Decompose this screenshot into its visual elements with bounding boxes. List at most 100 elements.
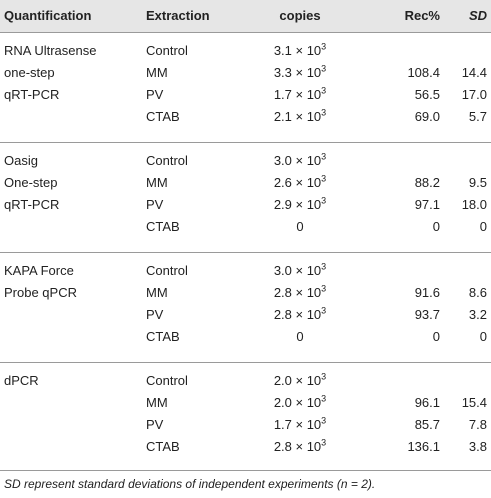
quantification-label: Oasig <box>4 153 38 168</box>
copies-exponent: 3 <box>321 437 327 448</box>
table-row: CTAB 2.8 × 103 136.1 3.8 <box>0 437 491 459</box>
table-row: Probe qPCR MM 2.8 × 103 91.6 8.6 <box>0 283 491 305</box>
rec-cell: 85.7 <box>414 417 440 432</box>
row-group: RNA Ultrasense Control 3.1 × 103 one-step MM… <box>0 33 491 143</box>
table-row: RNA Ultrasense Control 3.1 × 103 <box>0 41 491 63</box>
copies-cell: 1.7 × 103 <box>250 85 350 102</box>
copies-exponent: 3 <box>321 85 327 96</box>
copies-cell: 3.0 × 103 <box>250 151 350 168</box>
quantification-label: RNA Ultrasense <box>4 43 97 58</box>
extraction-cell: CTAB <box>146 439 180 454</box>
copies-cell: 2.0 × 103 <box>250 393 350 410</box>
quantification-label: One-step <box>4 175 58 190</box>
rec-cell: 0 <box>432 329 440 344</box>
header-sd: SD <box>468 8 487 23</box>
table-row: CTAB 2.1 × 103 69.0 5.7 <box>0 107 491 129</box>
copies-mantissa: 2.8 × 10 <box>273 307 322 322</box>
copies-cell: 2.6 × 103 <box>250 174 350 190</box>
copies-exponent: 3 <box>321 41 327 52</box>
table-bottom-rule <box>0 470 491 471</box>
copies-cell: 3.0 × 103 <box>250 261 350 278</box>
rec-cell: 97.1 <box>414 197 440 212</box>
rec-cell: 108.4 <box>407 65 440 80</box>
table-row: CTAB 0 0 0 <box>0 327 491 349</box>
copies-cell: 3.1 × 103 <box>250 41 350 58</box>
table-footnote: SD represent standard deviations of inde… <box>4 477 376 491</box>
rec-cell: 96.1 <box>414 395 440 410</box>
copies-mantissa: 3.0 × 10 <box>273 263 322 278</box>
extraction-cell: MM <box>146 175 168 190</box>
header-quantification: Quantification <box>4 8 92 23</box>
extraction-cell: Control <box>146 153 188 168</box>
table-row: dPCR Control 2.0 × 103 <box>0 371 491 393</box>
copies-exponent: 3 <box>321 283 327 294</box>
row-group: dPCR Control 2.0 × 103 MM 2.0 × 103 96.1 15.4 P… <box>0 363 491 473</box>
rec-cell: 69.0 <box>414 109 440 124</box>
header-extraction: Extraction <box>146 8 210 23</box>
table-row: KAPA Force Control 3.0 × 103 <box>0 261 491 283</box>
extraction-cell: Control <box>146 373 188 388</box>
copies-mantissa: 0 <box>296 329 304 344</box>
copies-cell: 1.7 × 103 <box>250 415 350 432</box>
quantification-label: Probe qPCR <box>4 285 77 300</box>
sd-cell: 3.2 <box>468 307 487 322</box>
sd-cell: 7.8 <box>468 417 487 432</box>
copies-mantissa: 2.0 × 10 <box>273 373 322 388</box>
copies-cell: 3.3 × 103 <box>250 63 350 80</box>
extraction-cell: Control <box>146 43 188 58</box>
copies-exponent: 3 <box>321 261 327 272</box>
table-row: one-step MM 3.3 × 103 108.4 14.4 <box>0 63 491 85</box>
quantification-label: one-step <box>4 65 55 80</box>
extraction-cell: PV <box>146 87 164 102</box>
sd-cell: 18.0 <box>461 197 487 212</box>
extraction-cell: CTAB <box>146 109 180 124</box>
copies-cell: 2.8 × 103 <box>250 305 350 322</box>
extraction-cell: PV <box>146 417 164 432</box>
sd-cell: 3.8 <box>468 439 487 454</box>
copies-exponent: 3 <box>321 393 327 404</box>
copies-mantissa: 2.9 × 10 <box>273 197 322 212</box>
sd-cell: 0 <box>479 219 487 234</box>
sd-cell: 14.4 <box>461 65 487 80</box>
rec-cell: 0 <box>432 219 440 234</box>
table-row: MM 2.0 × 103 96.1 15.4 <box>0 393 491 415</box>
extraction-cell: CTAB <box>146 219 180 234</box>
quantification-label: dPCR <box>4 373 39 388</box>
rec-cell: 88.2 <box>414 175 440 190</box>
sd-cell: 9.5 <box>468 175 487 190</box>
copies-exponent: 3 <box>321 195 327 206</box>
copies-exponent: 3 <box>321 415 327 426</box>
copies-mantissa: 2.0 × 10 <box>273 395 322 410</box>
copies-cell: 2.1 × 103 <box>250 108 350 124</box>
copies-exponent: 3 <box>321 371 327 382</box>
quantification-label: qRT-PCR <box>4 197 60 212</box>
table-row: PV 1.7 × 103 85.7 7.8 <box>0 415 491 437</box>
extraction-cell: Control <box>146 263 188 278</box>
sd-cell: 8.6 <box>468 285 487 300</box>
extraction-cell: PV <box>146 197 164 212</box>
rec-cell: 56.5 <box>414 87 440 102</box>
copies-cell: 2.9 × 103 <box>250 195 350 212</box>
table-row: One-step MM 2.6 × 103 88.2 9.5 <box>0 173 491 195</box>
copies-exponent: 3 <box>321 63 327 74</box>
copies-exponent: 3 <box>321 305 327 316</box>
sd-cell: 5.7 <box>468 109 487 124</box>
sd-cell: 0 <box>479 329 487 344</box>
copies-cell: 2.8 × 103 <box>250 283 350 300</box>
copies-mantissa: 2.6 × 10 <box>273 175 322 190</box>
extraction-cell: MM <box>146 285 168 300</box>
extraction-cell: PV <box>146 307 164 322</box>
copies-cell: 0 <box>250 329 350 344</box>
table-row: CTAB 0 0 0 <box>0 217 491 239</box>
rec-cell: 93.7 <box>414 307 440 322</box>
quantification-label: KAPA Force <box>4 263 74 278</box>
copies-mantissa: 3.3 × 10 <box>273 65 322 80</box>
extraction-cell: CTAB <box>146 329 180 344</box>
extraction-cell: MM <box>146 395 168 410</box>
sd-cell: 15.4 <box>461 395 487 410</box>
copies-exponent: 3 <box>321 151 327 162</box>
copies-cell: 2.0 × 103 <box>250 371 350 388</box>
rec-cell: 136.1 <box>407 439 440 454</box>
table-row: PV 2.8 × 103 93.7 3.2 <box>0 305 491 327</box>
